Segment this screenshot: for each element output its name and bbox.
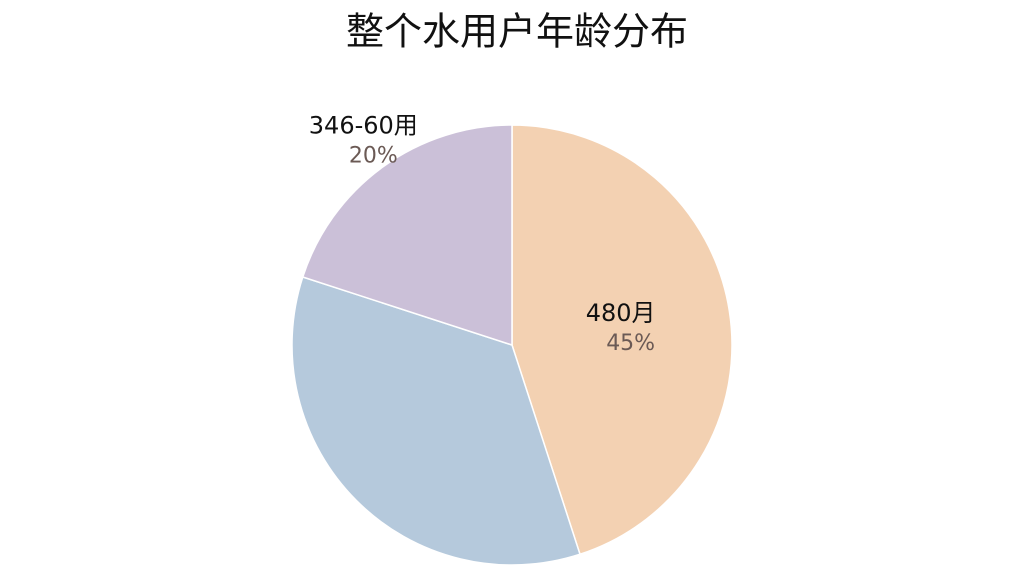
pie-slice	[301, 124, 513, 347]
chart-title: 整个水用户年龄分布	[346, 10, 688, 54]
slice-label: 480月	[586, 299, 656, 327]
slice-value-label: 45%	[606, 331, 655, 356]
slice-label: 346-60用	[309, 111, 418, 139]
slice-value-label: 20%	[349, 143, 398, 168]
pie-slice	[511, 124, 733, 556]
pie-slice	[291, 276, 581, 566]
